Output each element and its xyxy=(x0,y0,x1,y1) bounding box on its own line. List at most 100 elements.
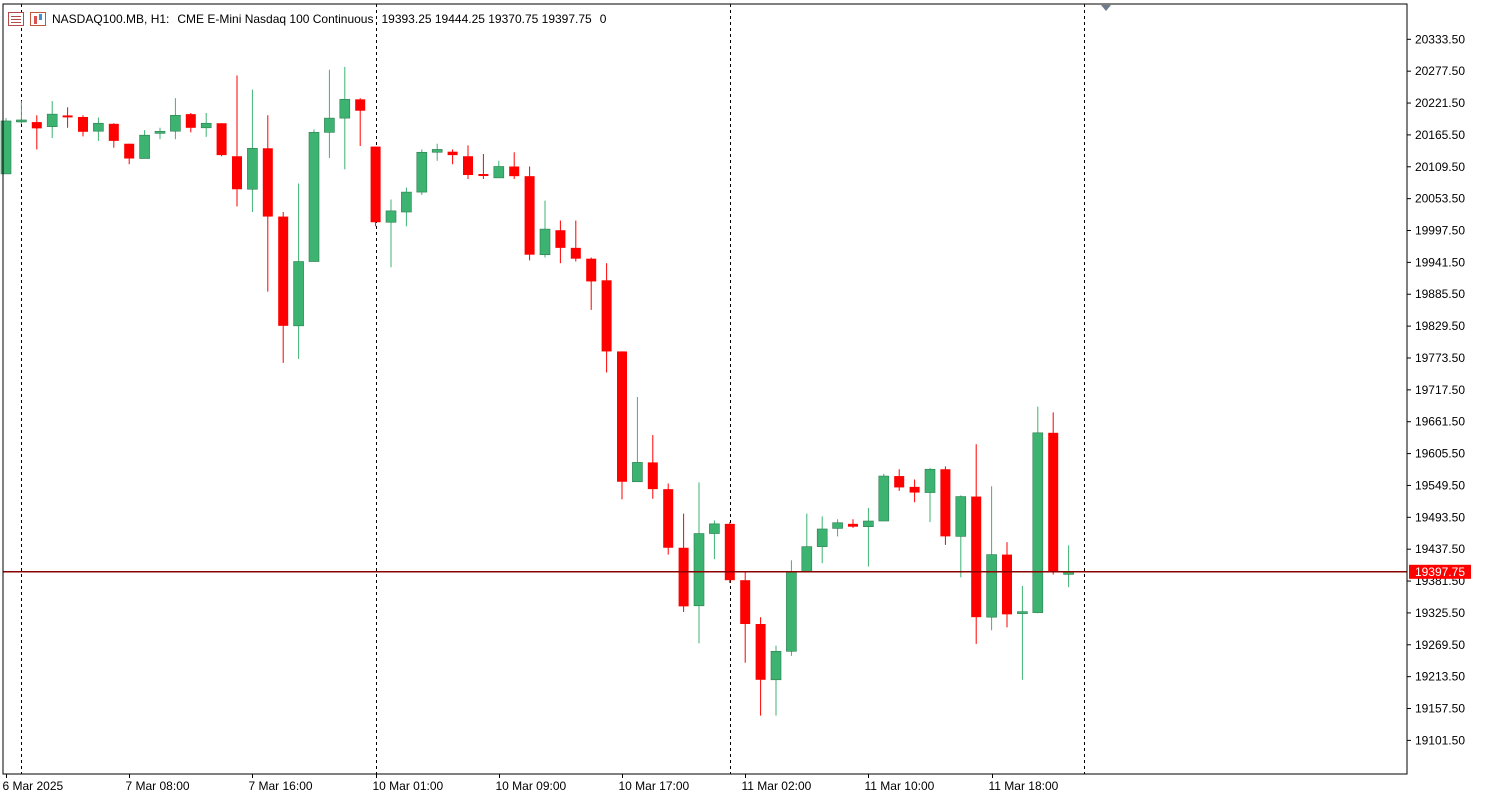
candle[interactable] xyxy=(478,153,489,180)
candle[interactable] xyxy=(816,516,828,564)
candle[interactable] xyxy=(940,466,951,545)
price-tick-label: 20053.50 xyxy=(1415,192,1465,206)
candle-body-bull xyxy=(0,120,12,175)
candle[interactable] xyxy=(878,473,890,522)
candle[interactable] xyxy=(308,129,320,262)
candle[interactable] xyxy=(324,69,335,158)
candle-body-bull xyxy=(493,166,505,179)
candle[interactable] xyxy=(740,571,751,663)
candle[interactable] xyxy=(786,560,797,656)
candle-body-bear xyxy=(278,216,289,326)
candle[interactable] xyxy=(570,220,581,262)
time-tick-label: 7 Mar 08:00 xyxy=(126,779,190,793)
one-click-trading-icon[interactable] xyxy=(30,12,46,26)
candle[interactable] xyxy=(401,187,412,227)
candle-body-bull xyxy=(955,496,967,537)
candle[interactable] xyxy=(617,351,627,500)
candle[interactable] xyxy=(431,143,443,161)
candle[interactable] xyxy=(586,257,597,310)
time-axis[interactable]: 6 Mar 2025 7 Mar 08:00 7 Mar 16:00 10 Mar 0… xyxy=(3,774,1059,793)
candle[interactable] xyxy=(339,66,351,170)
candle[interactable] xyxy=(93,117,104,141)
candle[interactable] xyxy=(524,166,535,261)
candle[interactable] xyxy=(848,519,858,528)
candle[interactable] xyxy=(647,435,658,499)
candle[interactable] xyxy=(663,483,674,555)
price-tick-label: 19717.50 xyxy=(1415,383,1465,397)
candle[interactable] xyxy=(894,469,905,491)
candle[interactable] xyxy=(601,263,612,373)
candle[interactable] xyxy=(539,200,551,258)
price-tick-label: 20221.50 xyxy=(1415,96,1465,110)
candle[interactable] xyxy=(971,444,982,644)
candle[interactable] xyxy=(1048,412,1059,575)
candle[interactable] xyxy=(1002,542,1012,628)
candle[interactable] xyxy=(78,115,88,137)
candle[interactable] xyxy=(278,212,289,363)
list-icon[interactable] xyxy=(8,12,24,26)
candle[interactable] xyxy=(154,127,166,140)
price-tick-label: 20277.50 xyxy=(1415,64,1465,78)
candle[interactable] xyxy=(1032,406,1044,614)
candle-body-bull xyxy=(632,462,643,483)
candle[interactable] xyxy=(447,149,458,165)
candle[interactable] xyxy=(770,645,782,716)
candle[interactable] xyxy=(185,112,196,133)
candle[interactable] xyxy=(124,143,135,165)
candle[interactable] xyxy=(632,396,643,483)
candle[interactable] xyxy=(108,123,119,148)
candle-body-bull xyxy=(986,554,997,618)
candle[interactable] xyxy=(355,98,366,147)
candle-body-bull xyxy=(863,520,874,528)
candle[interactable] xyxy=(293,183,304,359)
candle[interactable] xyxy=(493,160,505,179)
candle[interactable] xyxy=(170,98,181,140)
candle[interactable] xyxy=(46,101,58,139)
candle[interactable] xyxy=(832,519,843,537)
candle[interactable] xyxy=(955,495,967,578)
candle[interactable] xyxy=(416,149,428,195)
candle[interactable] xyxy=(232,75,242,207)
candle-body-bear xyxy=(724,523,735,581)
candle[interactable] xyxy=(262,115,273,292)
candle[interactable] xyxy=(16,101,27,124)
candle[interactable] xyxy=(247,89,258,213)
candle-body-bull xyxy=(816,528,828,547)
candle[interactable] xyxy=(863,507,874,567)
candle-body-bear xyxy=(894,476,905,488)
candle[interactable] xyxy=(62,107,73,128)
candle[interactable] xyxy=(385,199,397,268)
chart-shift-marker-icon[interactable] xyxy=(1101,5,1111,11)
candle[interactable] xyxy=(678,513,689,613)
candle[interactable] xyxy=(924,468,936,523)
candle-body-bear xyxy=(478,174,489,177)
candle[interactable] xyxy=(0,118,12,175)
candle[interactable] xyxy=(986,486,997,631)
candle-body-bull xyxy=(924,468,936,493)
candle-body-bear xyxy=(509,166,520,177)
candle[interactable] xyxy=(31,115,42,150)
candle[interactable] xyxy=(693,482,705,644)
candle[interactable] xyxy=(463,145,473,180)
candle-body-bear xyxy=(617,351,627,482)
candle[interactable] xyxy=(555,220,566,264)
candle[interactable] xyxy=(909,479,920,503)
candle[interactable] xyxy=(1017,585,1028,680)
candle[interactable] xyxy=(370,146,381,227)
candle-body-bear xyxy=(262,148,273,217)
candle[interactable] xyxy=(755,617,766,716)
candle-body-bear xyxy=(663,489,674,548)
price-axis[interactable]: 20333.50 20277.50 20221.50 20165.50 20109.50… xyxy=(1407,32,1465,747)
price-tick-label: 20109.50 xyxy=(1415,160,1465,174)
candle[interactable] xyxy=(216,123,227,157)
candle[interactable] xyxy=(709,520,720,560)
candle[interactable] xyxy=(139,130,150,159)
candle[interactable] xyxy=(724,522,735,584)
candle[interactable] xyxy=(200,112,212,137)
candles[interactable] xyxy=(0,66,1074,716)
chart-header: NASDAQ100.MB, H1: CME E-Mini Nasdaq 100 … xyxy=(8,10,614,28)
candle[interactable] xyxy=(509,152,520,180)
price-tick-label: 19773.50 xyxy=(1415,351,1465,365)
